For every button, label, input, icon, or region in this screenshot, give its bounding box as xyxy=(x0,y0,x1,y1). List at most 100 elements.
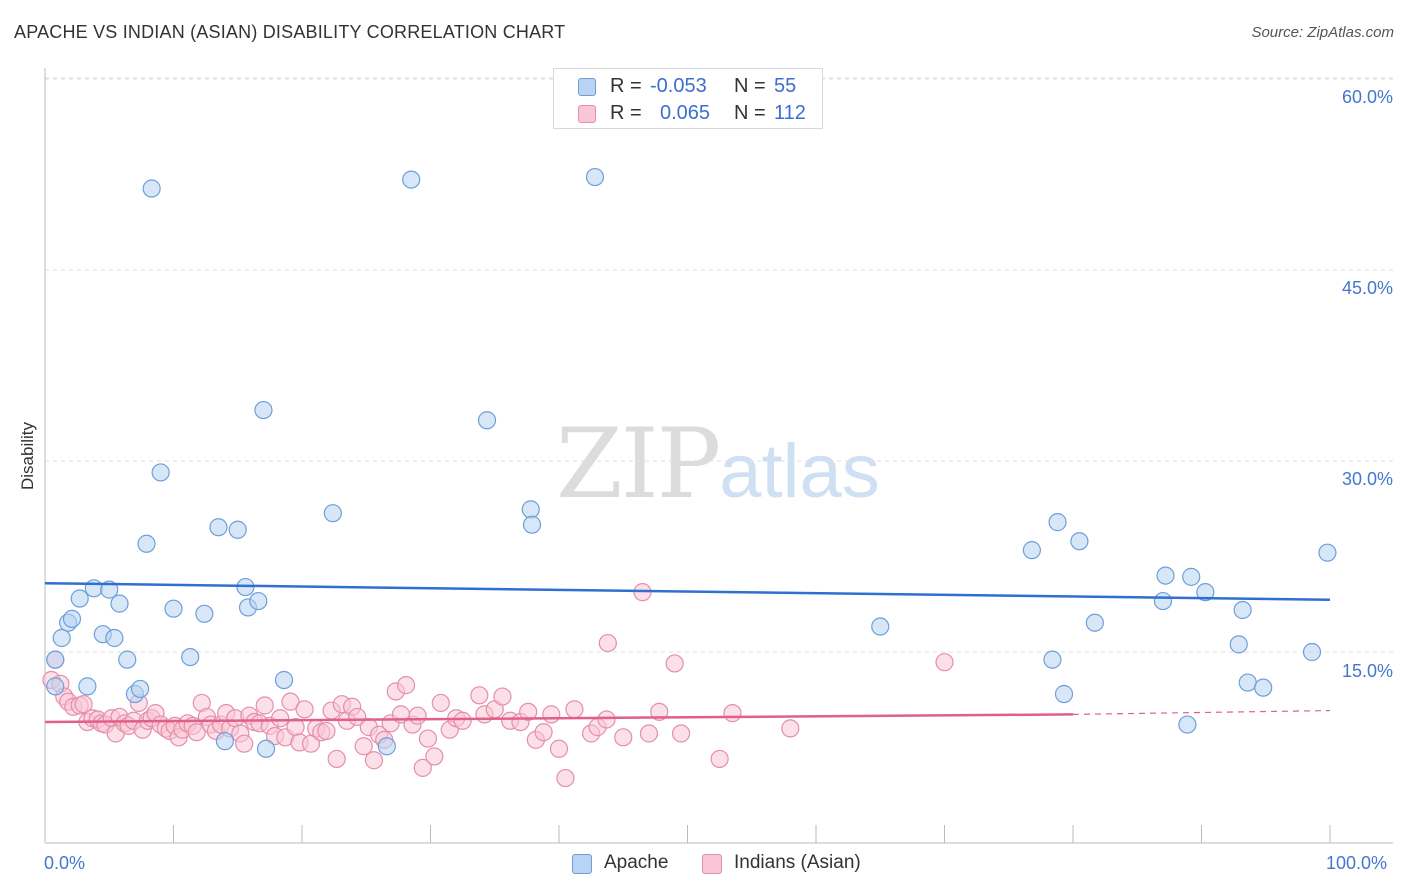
data-point xyxy=(477,411,497,430)
data-point xyxy=(254,400,273,420)
r-value: 0.065 xyxy=(660,102,711,124)
gridlines xyxy=(45,77,1393,653)
data-point xyxy=(74,695,93,714)
data-point xyxy=(1156,566,1175,585)
data-point xyxy=(256,739,276,758)
data-point xyxy=(1182,567,1201,586)
data-point xyxy=(650,702,669,721)
data-point xyxy=(585,167,605,187)
data-point xyxy=(1318,543,1337,562)
data-point xyxy=(70,589,89,608)
r-value: -0.053 xyxy=(650,75,707,97)
data-point xyxy=(598,633,617,653)
data-point xyxy=(228,520,247,539)
data-point xyxy=(431,693,450,713)
apache-legend-swatch xyxy=(572,854,592,874)
axes xyxy=(44,68,1393,844)
data-point xyxy=(1238,673,1257,692)
data-point xyxy=(671,724,691,743)
data-point xyxy=(408,706,427,725)
data-point xyxy=(181,647,200,667)
data-point xyxy=(710,749,729,769)
data-point xyxy=(249,591,268,611)
data-point xyxy=(323,504,342,523)
data-point xyxy=(519,702,538,721)
data-point xyxy=(1085,613,1104,632)
watermark-atlas: atlas xyxy=(719,429,880,514)
data-point xyxy=(295,700,314,719)
y-tick-label: 60.0% xyxy=(1341,87,1393,107)
indians-trend-line xyxy=(44,713,1074,724)
indians-swatch xyxy=(578,105,596,123)
x-tick-label-max: 100.0% xyxy=(1326,853,1388,873)
data-point xyxy=(105,628,124,648)
n-label: N = xyxy=(734,75,766,97)
watermark: ZIPatlas xyxy=(556,408,880,520)
data-point xyxy=(1229,635,1248,654)
data-point xyxy=(1153,591,1173,611)
data-point xyxy=(348,707,367,727)
r-label: R = xyxy=(610,102,642,124)
data-point xyxy=(556,768,575,788)
data-point xyxy=(534,723,553,742)
data-point xyxy=(377,737,396,756)
data-point xyxy=(187,723,206,742)
data-point xyxy=(418,729,438,748)
data-point xyxy=(665,654,684,673)
data-point xyxy=(62,609,82,628)
data-point xyxy=(78,677,97,696)
y-tick-label: 15.0% xyxy=(1341,661,1393,681)
data-point xyxy=(274,670,294,690)
chart-title: APACHE VS INDIAN (ASIAN) DISABILITY CORR… xyxy=(14,22,566,42)
trend-lines xyxy=(44,581,1331,724)
data-point xyxy=(317,721,336,741)
data-point xyxy=(453,711,472,730)
data-point xyxy=(1178,715,1197,734)
data-point xyxy=(1048,513,1067,532)
data-point xyxy=(235,734,254,753)
source-label: Source: ZipAtlas.com xyxy=(1251,24,1394,41)
data-point xyxy=(1302,642,1322,662)
data-point xyxy=(521,500,540,519)
data-point xyxy=(281,692,300,711)
data-point xyxy=(118,650,137,669)
data-point xyxy=(271,709,290,728)
data-point xyxy=(639,724,659,743)
data-point xyxy=(1070,532,1089,551)
data-point xyxy=(402,170,421,189)
data-point xyxy=(413,758,432,777)
data-point xyxy=(1043,650,1062,669)
n-value: 55 xyxy=(774,75,797,97)
data-point xyxy=(1233,600,1252,620)
data-point xyxy=(493,687,512,706)
data-point xyxy=(470,686,489,705)
data-point xyxy=(46,650,65,669)
data-point xyxy=(425,747,444,766)
data-point xyxy=(614,728,633,747)
data-point xyxy=(142,179,161,198)
data-point xyxy=(723,704,742,723)
apache-swatch xyxy=(578,78,596,96)
data-point xyxy=(130,679,150,699)
data-point xyxy=(781,719,800,738)
data-point xyxy=(354,737,373,756)
data-point xyxy=(215,732,234,751)
x-tick-label-min: 0.0% xyxy=(44,853,86,873)
n-label: N = xyxy=(734,102,766,124)
data-point xyxy=(151,463,170,482)
data-point xyxy=(935,653,954,672)
data-point xyxy=(1196,583,1215,602)
data-point xyxy=(871,617,890,636)
y-tick-label: 45.0% xyxy=(1341,278,1393,298)
data-point xyxy=(542,705,561,724)
data-point xyxy=(1254,678,1273,697)
data-point xyxy=(1054,684,1074,704)
data-point xyxy=(209,518,228,537)
data-point xyxy=(137,534,156,553)
indians-legend-swatch xyxy=(702,854,722,874)
apache-trend-line xyxy=(44,581,1331,602)
watermark-zip: ZIP xyxy=(556,408,721,520)
data-point xyxy=(195,604,214,623)
apache-points xyxy=(46,167,1337,758)
